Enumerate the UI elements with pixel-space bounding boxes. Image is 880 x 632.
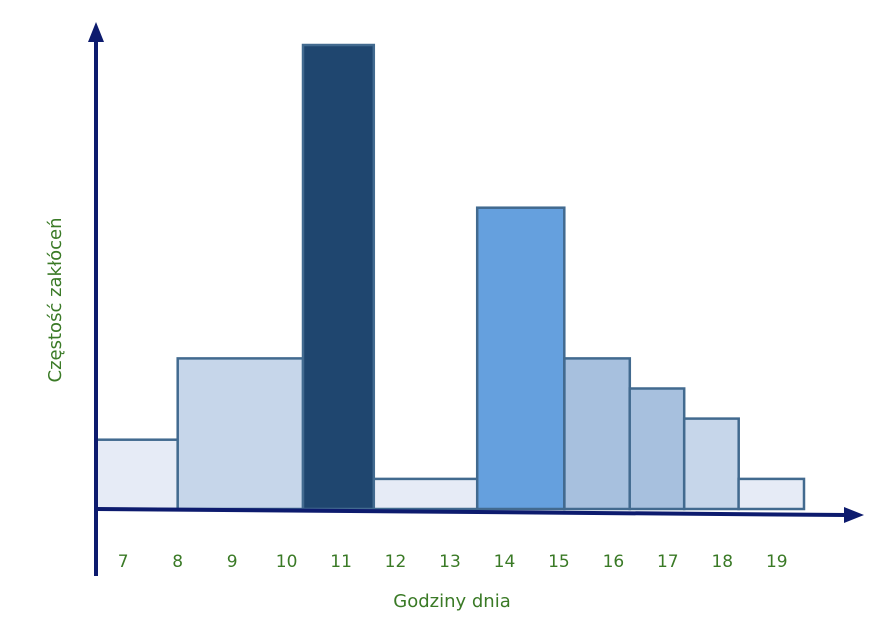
x-tick-labels: 7 8 9 10 11 12 13 14 15 16 17 18 19 bbox=[118, 552, 788, 572]
y-axis-arrowhead bbox=[88, 22, 104, 42]
x-tick-label: 13 bbox=[439, 552, 461, 572]
x-tick-label: 15 bbox=[548, 552, 570, 572]
x-tick-label: 10 bbox=[276, 552, 298, 572]
axes-layer bbox=[88, 22, 864, 576]
x-tick-label: 7 bbox=[118, 552, 129, 572]
x-tick-label: 12 bbox=[385, 552, 407, 572]
x-tick-label: 8 bbox=[172, 552, 183, 572]
histogram-bar-5 bbox=[475, 206, 566, 511]
histogram-bar-4 bbox=[372, 477, 479, 511]
x-tick-label: 18 bbox=[711, 552, 733, 572]
x-tick-label: 16 bbox=[603, 552, 625, 572]
histogram-bar-1 bbox=[94, 438, 179, 511]
x-tick-label: 17 bbox=[657, 552, 679, 572]
x-tick-label: 11 bbox=[330, 552, 352, 572]
histogram-bar-7 bbox=[628, 387, 686, 511]
histogram-bar-6 bbox=[563, 357, 632, 511]
x-axis-line bbox=[95, 507, 847, 517]
x-tick-label: 9 bbox=[227, 552, 238, 572]
x-axis-arrowhead bbox=[844, 507, 864, 523]
x-tick-label: 19 bbox=[766, 552, 788, 572]
bars-layer bbox=[94, 43, 806, 511]
x-tick-label: 14 bbox=[494, 552, 516, 572]
histogram-bar-3 bbox=[301, 43, 376, 511]
histogram-bar-9 bbox=[737, 477, 806, 511]
histogram-bar-8 bbox=[682, 417, 740, 511]
y-axis-title: Częstość zakłóceń bbox=[45, 218, 66, 383]
x-axis-title: Godziny dnia bbox=[393, 591, 510, 612]
histogram-bar-2 bbox=[176, 357, 305, 511]
